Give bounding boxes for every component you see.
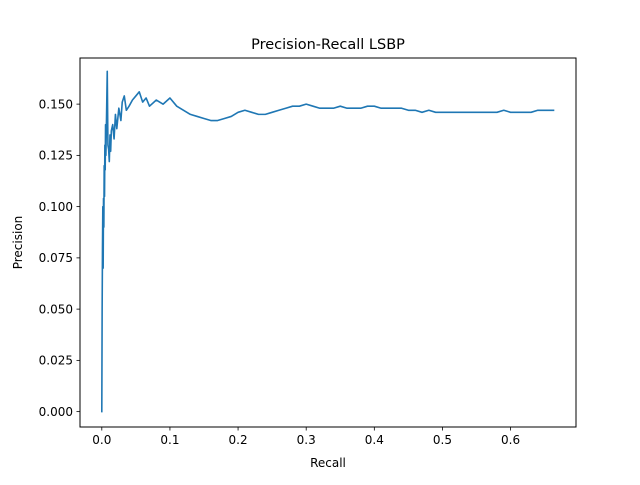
x-tick-label: 0.4 [365, 433, 384, 447]
y-tick-label: 0.150 [39, 97, 73, 111]
x-tick-label: 0.5 [433, 433, 452, 447]
y-tick-label: 0.100 [39, 200, 73, 214]
x-tick-label: 0.1 [160, 433, 179, 447]
y-axis-ticks: 0.000 0.025 0.050 0.075 0.100 0.125 0.150 [39, 97, 80, 419]
chart-title: Precision-Recall LSBP [251, 37, 405, 53]
x-tick-label: 0.3 [297, 433, 316, 447]
x-tick-label: 0.6 [501, 433, 520, 447]
y-tick-label: 0.075 [39, 251, 73, 265]
y-tick-label: 0.050 [39, 302, 73, 316]
x-tick-label: 0.2 [229, 433, 248, 447]
precision-recall-line [100, 70, 555, 413]
y-tick-label: 0.025 [39, 354, 73, 368]
axes-frame [79, 57, 577, 428]
x-axis-ticks: 0.0 0.1 0.2 0.3 0.4 0.5 0.6 [92, 427, 520, 447]
plot-layer [100, 70, 555, 413]
y-tick-label: 0.000 [39, 405, 73, 419]
x-axis-label: Recall [310, 456, 346, 470]
y-axis-label: Precision [11, 216, 25, 270]
x-tick-label: 0.0 [92, 433, 111, 447]
y-tick-label: 0.125 [39, 149, 73, 163]
